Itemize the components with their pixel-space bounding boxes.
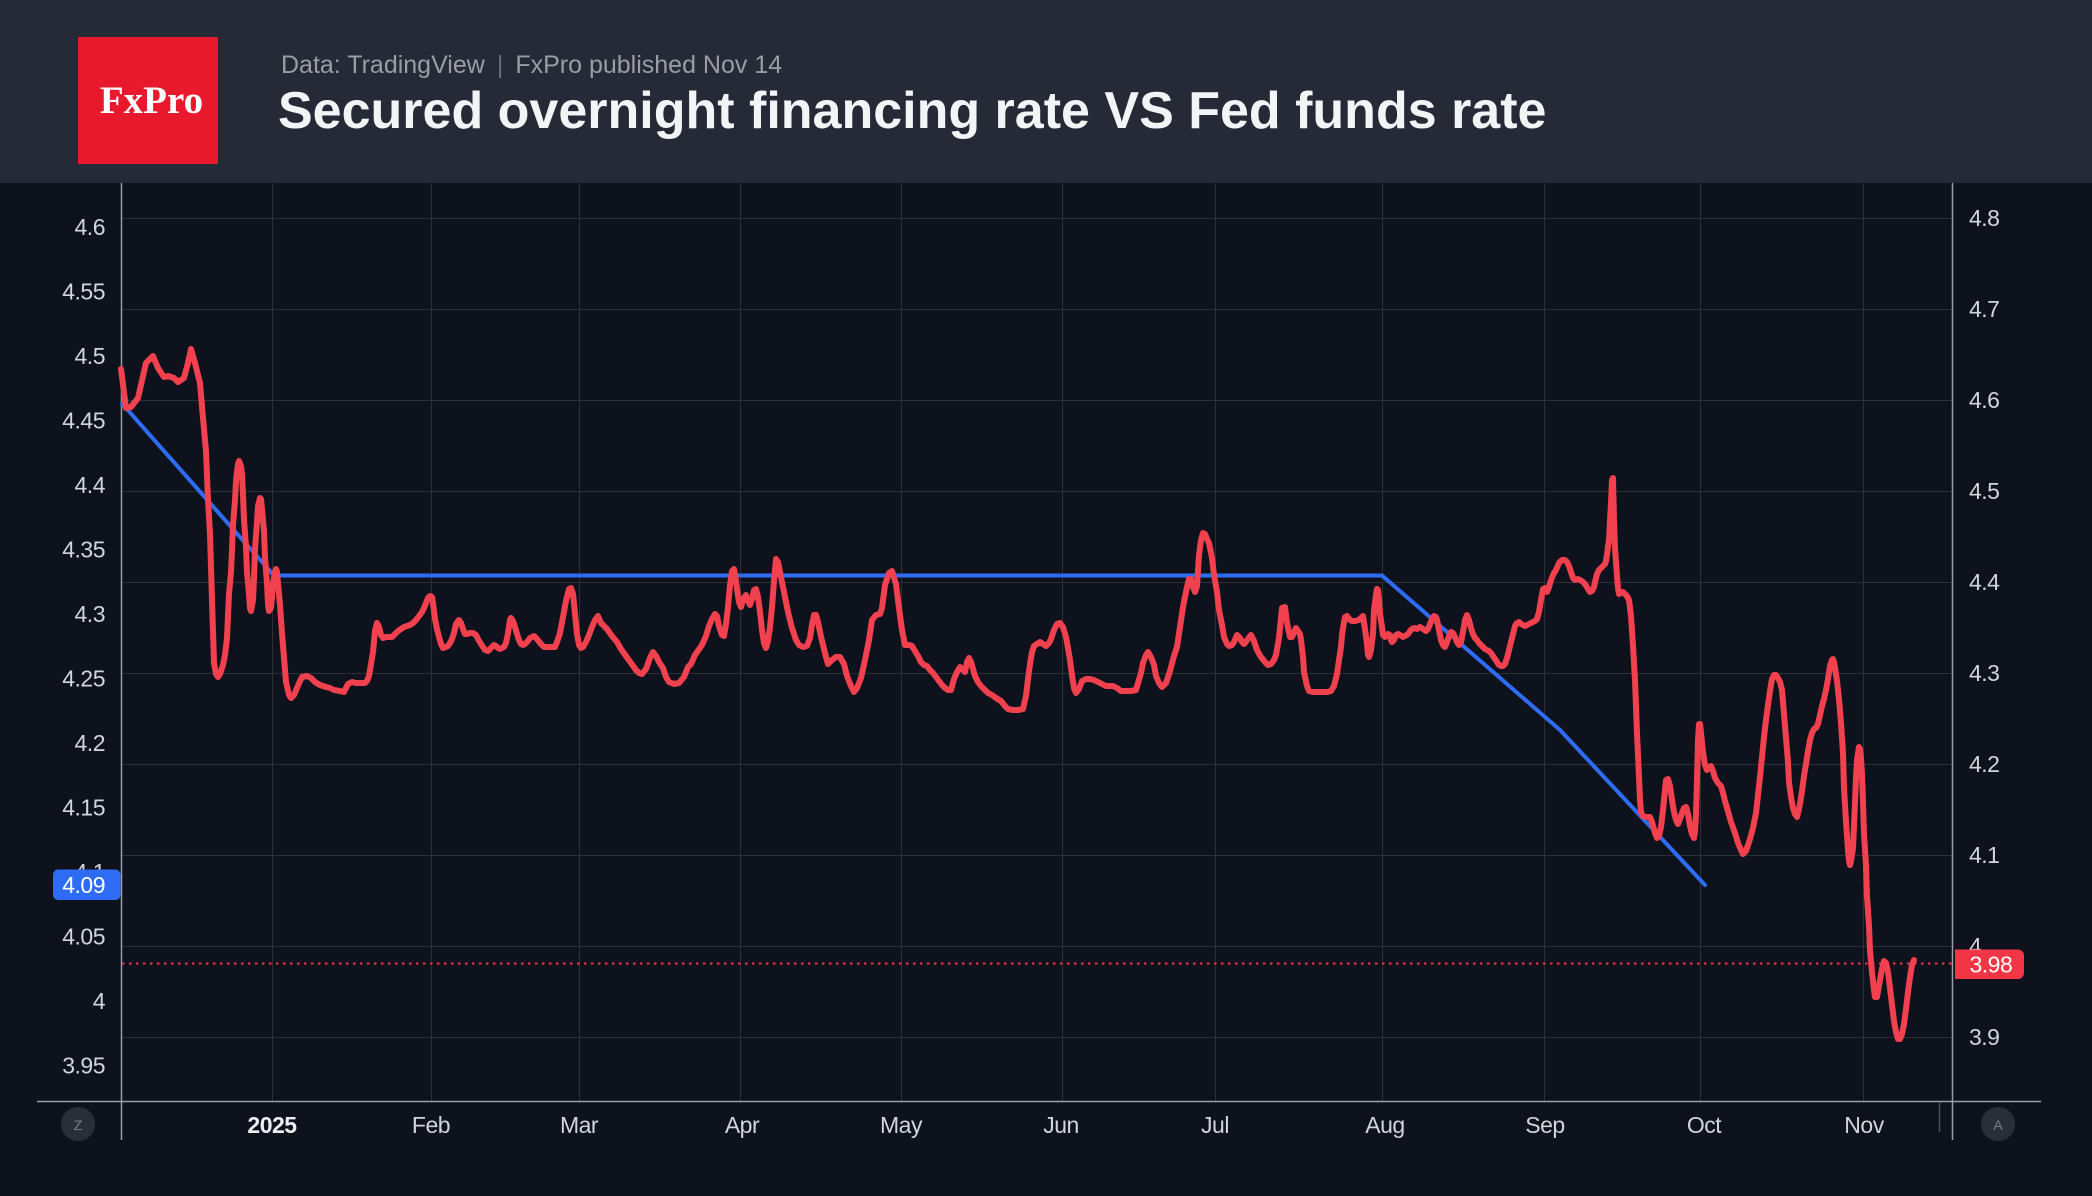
- svg-text:4.5: 4.5: [1969, 478, 1999, 504]
- svg-text:3.95: 3.95: [62, 1053, 105, 1079]
- svg-text:4.4: 4.4: [75, 472, 106, 498]
- svg-text:Aug: Aug: [1365, 1112, 1404, 1138]
- svg-text:4.6: 4.6: [1969, 387, 1999, 413]
- svg-text:4.2: 4.2: [1969, 751, 1999, 777]
- svg-text:4.05: 4.05: [62, 924, 105, 950]
- svg-text:Mar: Mar: [560, 1112, 599, 1138]
- svg-text:4.1: 4.1: [1969, 842, 1999, 868]
- svg-text:4.25: 4.25: [62, 666, 105, 692]
- svg-text:Apr: Apr: [725, 1112, 760, 1138]
- svg-text:May: May: [880, 1112, 923, 1138]
- svg-text:4.6: 4.6: [75, 214, 105, 240]
- svg-text:4.15: 4.15: [62, 795, 105, 821]
- svg-text:3.98: 3.98: [1970, 952, 2013, 978]
- svg-text:4.2: 4.2: [75, 730, 105, 756]
- svg-text:4.5: 4.5: [75, 343, 105, 369]
- svg-text:4.3: 4.3: [1969, 660, 1999, 686]
- svg-text:4.3: 4.3: [75, 601, 105, 627]
- svg-text:Jul: Jul: [1201, 1112, 1229, 1138]
- svg-text:Z: Z: [74, 1117, 83, 1133]
- svg-text:4.4: 4.4: [1969, 569, 2000, 595]
- svg-text:Feb: Feb: [412, 1112, 450, 1138]
- svg-text:4: 4: [93, 988, 106, 1014]
- svg-text:Sep: Sep: [1525, 1112, 1564, 1138]
- svg-text:4.45: 4.45: [62, 408, 105, 434]
- svg-text:3.9: 3.9: [1969, 1024, 1999, 1050]
- svg-text:Jun: Jun: [1043, 1112, 1079, 1138]
- svg-text:A: A: [1993, 1117, 2003, 1133]
- svg-text:2025: 2025: [247, 1112, 297, 1138]
- svg-text:4.35: 4.35: [62, 537, 105, 563]
- svg-text:4.09: 4.09: [62, 872, 105, 898]
- svg-text:4.55: 4.55: [62, 279, 105, 305]
- svg-text:Nov: Nov: [1844, 1112, 1884, 1138]
- svg-text:4.7: 4.7: [1969, 296, 1999, 322]
- svg-text:4.8: 4.8: [1969, 205, 1999, 231]
- svg-text:Oct: Oct: [1687, 1112, 1722, 1138]
